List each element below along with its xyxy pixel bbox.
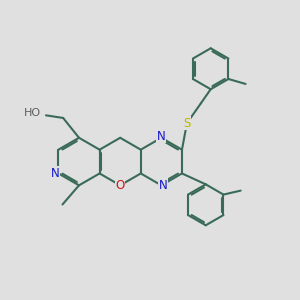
Text: N: N [159,179,167,192]
Text: N: N [157,130,166,142]
Text: N: N [159,179,167,192]
Text: HO: HO [24,108,41,118]
Text: S: S [183,117,190,130]
Text: O: O [116,179,125,192]
Text: HO: HO [24,108,41,118]
Text: S: S [183,117,190,130]
Text: N: N [157,130,166,142]
Text: N: N [51,167,59,180]
Text: O: O [116,179,125,192]
Text: N: N [51,167,59,180]
